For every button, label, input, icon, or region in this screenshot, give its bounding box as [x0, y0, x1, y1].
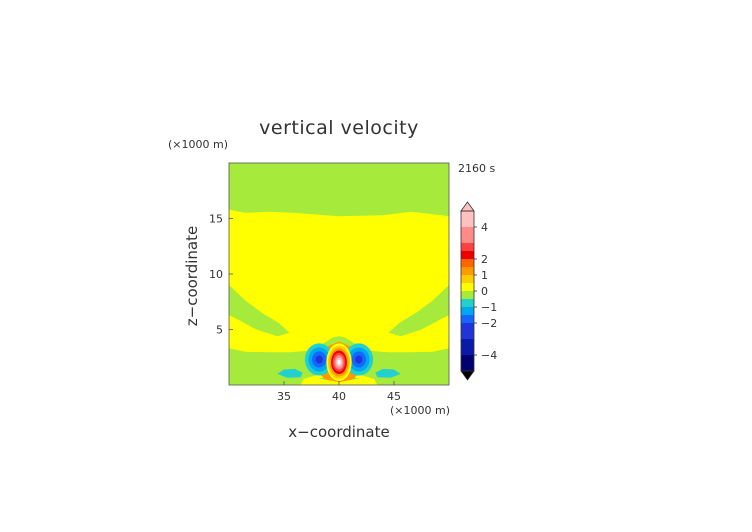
x-units-label: (×1000 m) — [390, 404, 450, 417]
colorbar-tick-label: 0 — [481, 285, 488, 298]
colorbar-level — [461, 355, 474, 371]
x-tick-label: 45 — [387, 390, 401, 403]
y-tick-label: 10 — [209, 268, 223, 281]
y-units-label: (×1000 m) — [168, 138, 228, 151]
colorbar-level — [461, 227, 474, 243]
colorbar-level — [461, 307, 474, 315]
y-tick-label: 5 — [216, 324, 223, 337]
colorbar-level — [461, 323, 474, 339]
colorbar-level — [461, 339, 474, 355]
colorbar-level — [461, 211, 474, 227]
colorbar-tick-label: −1 — [481, 301, 497, 314]
colorbar-level — [461, 299, 474, 307]
downdraft-right-level-4 — [355, 355, 363, 364]
time-label: 2160 s — [458, 162, 495, 175]
colorbar-level — [461, 243, 474, 251]
colorbar-tick-label: −2 — [481, 317, 497, 330]
colorbar-level — [461, 291, 474, 299]
colorbar-tick-label: 2 — [481, 253, 488, 266]
colorbar-level — [461, 259, 474, 267]
x-axis-title: x−coordinate — [288, 423, 389, 441]
y-tick-label: 15 — [209, 213, 223, 226]
chart-title: vertical velocity — [259, 117, 419, 139]
colorbar-tick-label: −4 — [481, 349, 497, 362]
colorbar-tick-label: 1 — [481, 269, 488, 282]
x-tick-label: 40 — [332, 390, 346, 403]
tick-group: 35 40 45 5 10 15 — [209, 213, 401, 404]
y-axis-title: z−coordinate — [183, 226, 201, 326]
colorbar-level — [461, 283, 474, 291]
weak-descent-left — [277, 368, 303, 378]
colorbar-tick-label: 4 — [481, 221, 488, 234]
weak-descent-right — [375, 368, 401, 378]
positive-zone-upper — [229, 209, 449, 353]
plot-area — [229, 163, 449, 385]
downdraft-left-level-4 — [315, 355, 323, 364]
colorbar-level — [461, 251, 474, 259]
colorbar-level — [461, 315, 474, 323]
colorbar: 4 2 1 0 −1 −2 −4 — [460, 201, 497, 381]
updraft-core-level-8 — [337, 359, 341, 365]
colorbar-under-arrow — [460, 370, 475, 381]
colorbar-over-arrow — [460, 201, 475, 212]
colorbar-level — [461, 275, 474, 283]
x-tick-label: 35 — [277, 390, 291, 403]
colorbar-level — [461, 267, 474, 275]
